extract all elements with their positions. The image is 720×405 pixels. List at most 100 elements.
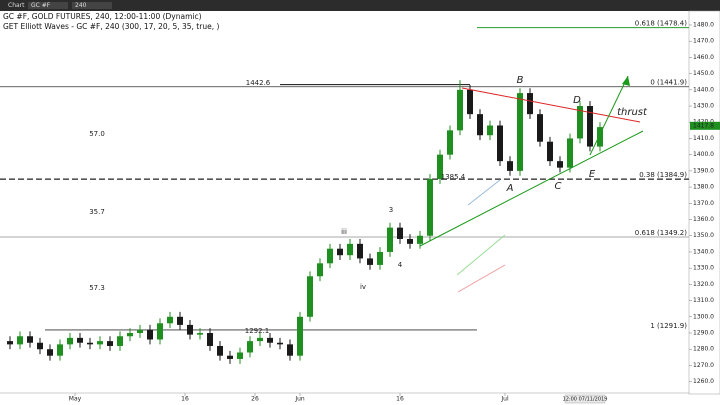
symbol[interactable]: GC #F	[31, 2, 51, 9]
candle-body	[377, 251, 383, 265]
candle-body	[87, 342, 93, 345]
candle-body	[277, 342, 283, 345]
level-label: 1 (1291.9)	[650, 322, 687, 330]
annotation: 57.0	[89, 130, 105, 138]
candle-body	[217, 345, 223, 356]
candle-body	[327, 248, 333, 264]
candle-body	[517, 93, 523, 171]
candle-body	[567, 138, 573, 168]
candle-body	[557, 161, 563, 168]
y-tick-label: 1330.0	[693, 265, 714, 272]
candle-body	[417, 235, 423, 244]
faint-green	[456, 234, 506, 276]
y-tick-label: 1400.0	[693, 151, 714, 158]
x-tick-label: May	[69, 396, 82, 403]
interval-box[interactable]	[72, 2, 112, 9]
candle-body	[357, 243, 363, 259]
candle-body	[167, 316, 173, 324]
candle-body	[197, 333, 203, 335]
candle-body	[337, 248, 343, 256]
y-tick-label: 1410.0	[693, 135, 714, 142]
candle-body	[107, 341, 113, 346]
candle-body	[227, 355, 233, 359]
annotation: 1442.6	[246, 79, 271, 87]
level-label: 0.618 (1349.2)	[635, 229, 687, 237]
y-tick-label: 1370.0	[693, 200, 714, 207]
x-tick-label: 16	[181, 396, 189, 403]
candle-body	[447, 130, 453, 155]
candle-body	[397, 227, 403, 239]
price-axis	[688, 10, 720, 395]
level-label: 0.618 (1478.4)	[635, 20, 687, 28]
candle-body	[437, 154, 443, 179]
y-tick-label: 1310.0	[693, 297, 714, 304]
candle-body	[97, 341, 103, 345]
candle-body	[477, 114, 483, 136]
annotation: 1385.4	[441, 173, 466, 181]
y-tick-label: 1270.0	[693, 362, 714, 369]
cursor-label: 12:00 07/11/2019	[563, 397, 608, 403]
candle-body	[547, 141, 553, 162]
candle-body	[297, 316, 303, 356]
thrust-arrow	[589, 75, 629, 156]
y-tick-label: 1340.0	[693, 248, 714, 255]
candle-body	[287, 344, 293, 356]
level-label: 0.38 (1384.9)	[639, 171, 687, 179]
y-tick-label: 1450.0	[693, 70, 714, 77]
candle-body	[207, 333, 213, 346]
chart-title: GC #F, GOLD FUTURES, 240, 12:00-11:00 (D…	[3, 12, 202, 21]
candle-body	[257, 337, 263, 342]
candle-body	[347, 243, 353, 256]
candle-body	[367, 258, 373, 265]
y-tick-label: 1460.0	[693, 54, 714, 61]
candle-body	[67, 337, 73, 345]
x-tick-label: 16	[396, 396, 404, 403]
faint-red	[457, 264, 506, 293]
candle-body	[597, 127, 603, 147]
window-title: Chart	[8, 2, 25, 9]
level-label: 0 (1441.9)	[650, 79, 687, 87]
candle-body	[497, 125, 503, 162]
faint-blue	[467, 179, 501, 206]
annotation: B	[517, 75, 524, 86]
candle-body	[507, 161, 513, 171]
last-price: 1417.8	[693, 122, 714, 129]
candle-body	[587, 106, 593, 147]
candle-body	[137, 329, 143, 334]
candle-body	[267, 337, 273, 343]
annotation: A	[506, 183, 514, 194]
candle-body	[77, 337, 83, 343]
candle-body	[427, 178, 433, 236]
x-tick-label: 26	[251, 396, 259, 403]
candle-body	[147, 329, 153, 340]
toolbar-bg	[0, 0, 720, 11]
annotation: 4	[398, 261, 403, 269]
annotation: E	[589, 169, 596, 180]
candle-body	[187, 324, 193, 335]
thrust-arrowhead	[622, 76, 630, 86]
candle-body	[17, 336, 23, 345]
candle-body	[47, 349, 53, 356]
annotation: 35.7	[89, 208, 105, 216]
trend-lower	[419, 130, 644, 247]
candle-body	[527, 93, 533, 115]
candle-body	[117, 336, 123, 346]
trend-upper	[461, 87, 641, 123]
y-tick-label: 1320.0	[693, 281, 714, 288]
candle-body	[457, 89, 463, 131]
candle-body	[307, 276, 313, 317]
annotation: iii	[341, 228, 347, 236]
candle-body	[487, 125, 493, 136]
symbol-box[interactable]	[28, 2, 68, 9]
candle-body	[577, 106, 583, 139]
candle-body	[237, 352, 243, 359]
y-tick-label: 1390.0	[693, 167, 714, 174]
last-price-tag	[690, 121, 720, 130]
annotation: 1292.1	[245, 327, 270, 335]
candle-body	[387, 227, 393, 252]
candle-body	[247, 341, 253, 353]
interval[interactable]: 240	[75, 2, 87, 9]
y-tick-label: 1440.0	[693, 86, 714, 93]
candle-body	[407, 238, 413, 244]
